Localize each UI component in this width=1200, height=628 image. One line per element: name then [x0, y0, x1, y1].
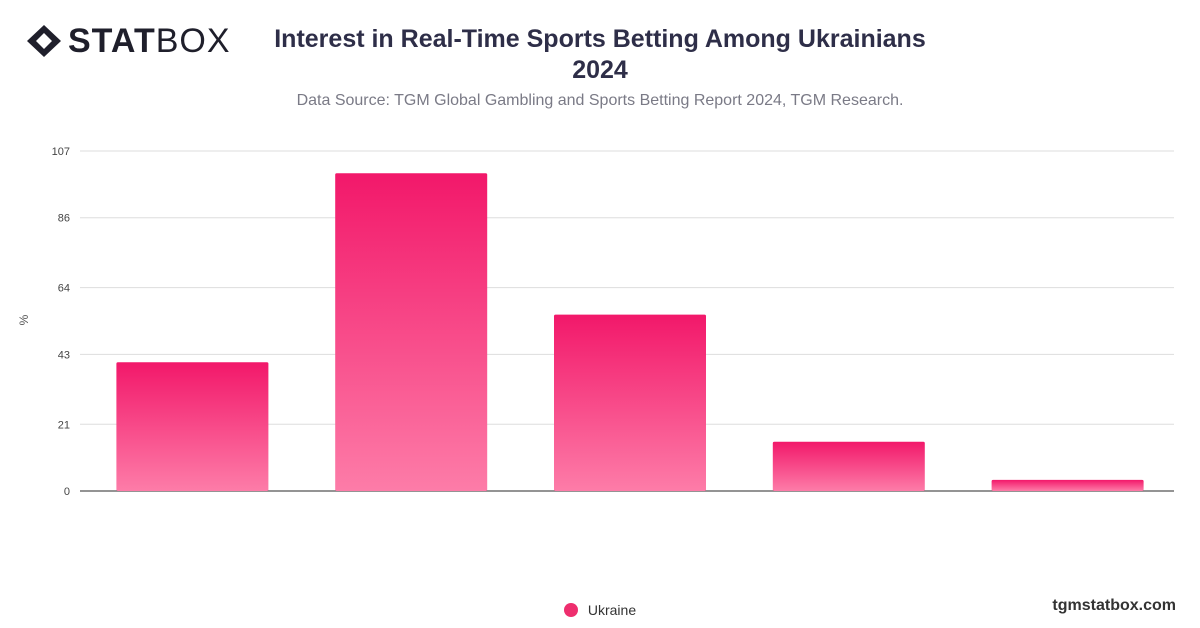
y-tick-label: 107 — [52, 146, 70, 158]
y-tick-label: 86 — [58, 213, 70, 225]
bar-3 — [554, 314, 706, 491]
bar-1 — [116, 362, 269, 491]
legend-label-ukraine: Ukraine — [587, 602, 637, 618]
y-tick-label: 64 — [58, 283, 70, 295]
legend: Ukraine — [0, 602, 1200, 618]
statbox-diamond-icon — [27, 25, 61, 57]
y-tick-label: 0 — [64, 486, 70, 498]
chart-title: Interest in Real-Time Sports Betting Amo… — [274, 25, 926, 84]
y-tick-label: 21 — [58, 419, 70, 431]
watermark: tgmstatbox.com — [1052, 597, 1176, 614]
statbox-logo: STATBOX — [26, 24, 231, 58]
bar-2 — [335, 173, 488, 492]
y-tick-label: 43 — [58, 349, 70, 361]
chart-subtitle: Data Source: TGM Global Gambling and Spo… — [296, 92, 904, 109]
bar-5 — [991, 479, 1144, 491]
bar-4 — [772, 441, 925, 491]
y-axis-label: % — [17, 314, 31, 325]
legend-swatch-ukraine — [563, 603, 578, 617]
logo-wordmark: STATBOX — [68, 22, 231, 60]
